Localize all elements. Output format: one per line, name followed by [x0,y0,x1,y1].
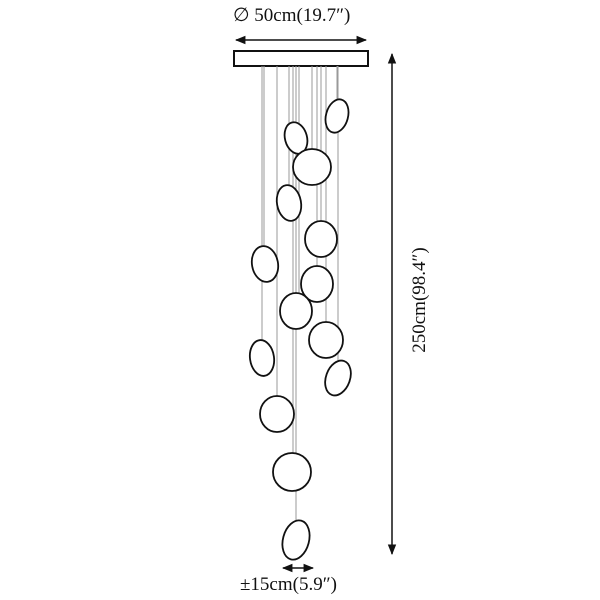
pendant [324,98,350,134]
glass-pendants [248,98,352,561]
pendant [279,292,313,330]
pendant [281,519,311,561]
height-label: 250cm(98.4″) [409,247,430,353]
pendant [300,265,334,303]
spread-label: ±15cm(5.9″) [240,574,337,595]
pendant [250,245,280,283]
pendant [308,321,344,359]
diameter-label: ∅ 50cm(19.7″) [233,5,351,26]
pendant [248,339,276,377]
pendant [324,359,352,397]
ceiling-canopy [233,50,369,67]
pendant [272,452,312,492]
pendant [275,184,303,222]
pendant [304,220,338,258]
pendant [292,148,332,186]
pendant [259,395,295,433]
